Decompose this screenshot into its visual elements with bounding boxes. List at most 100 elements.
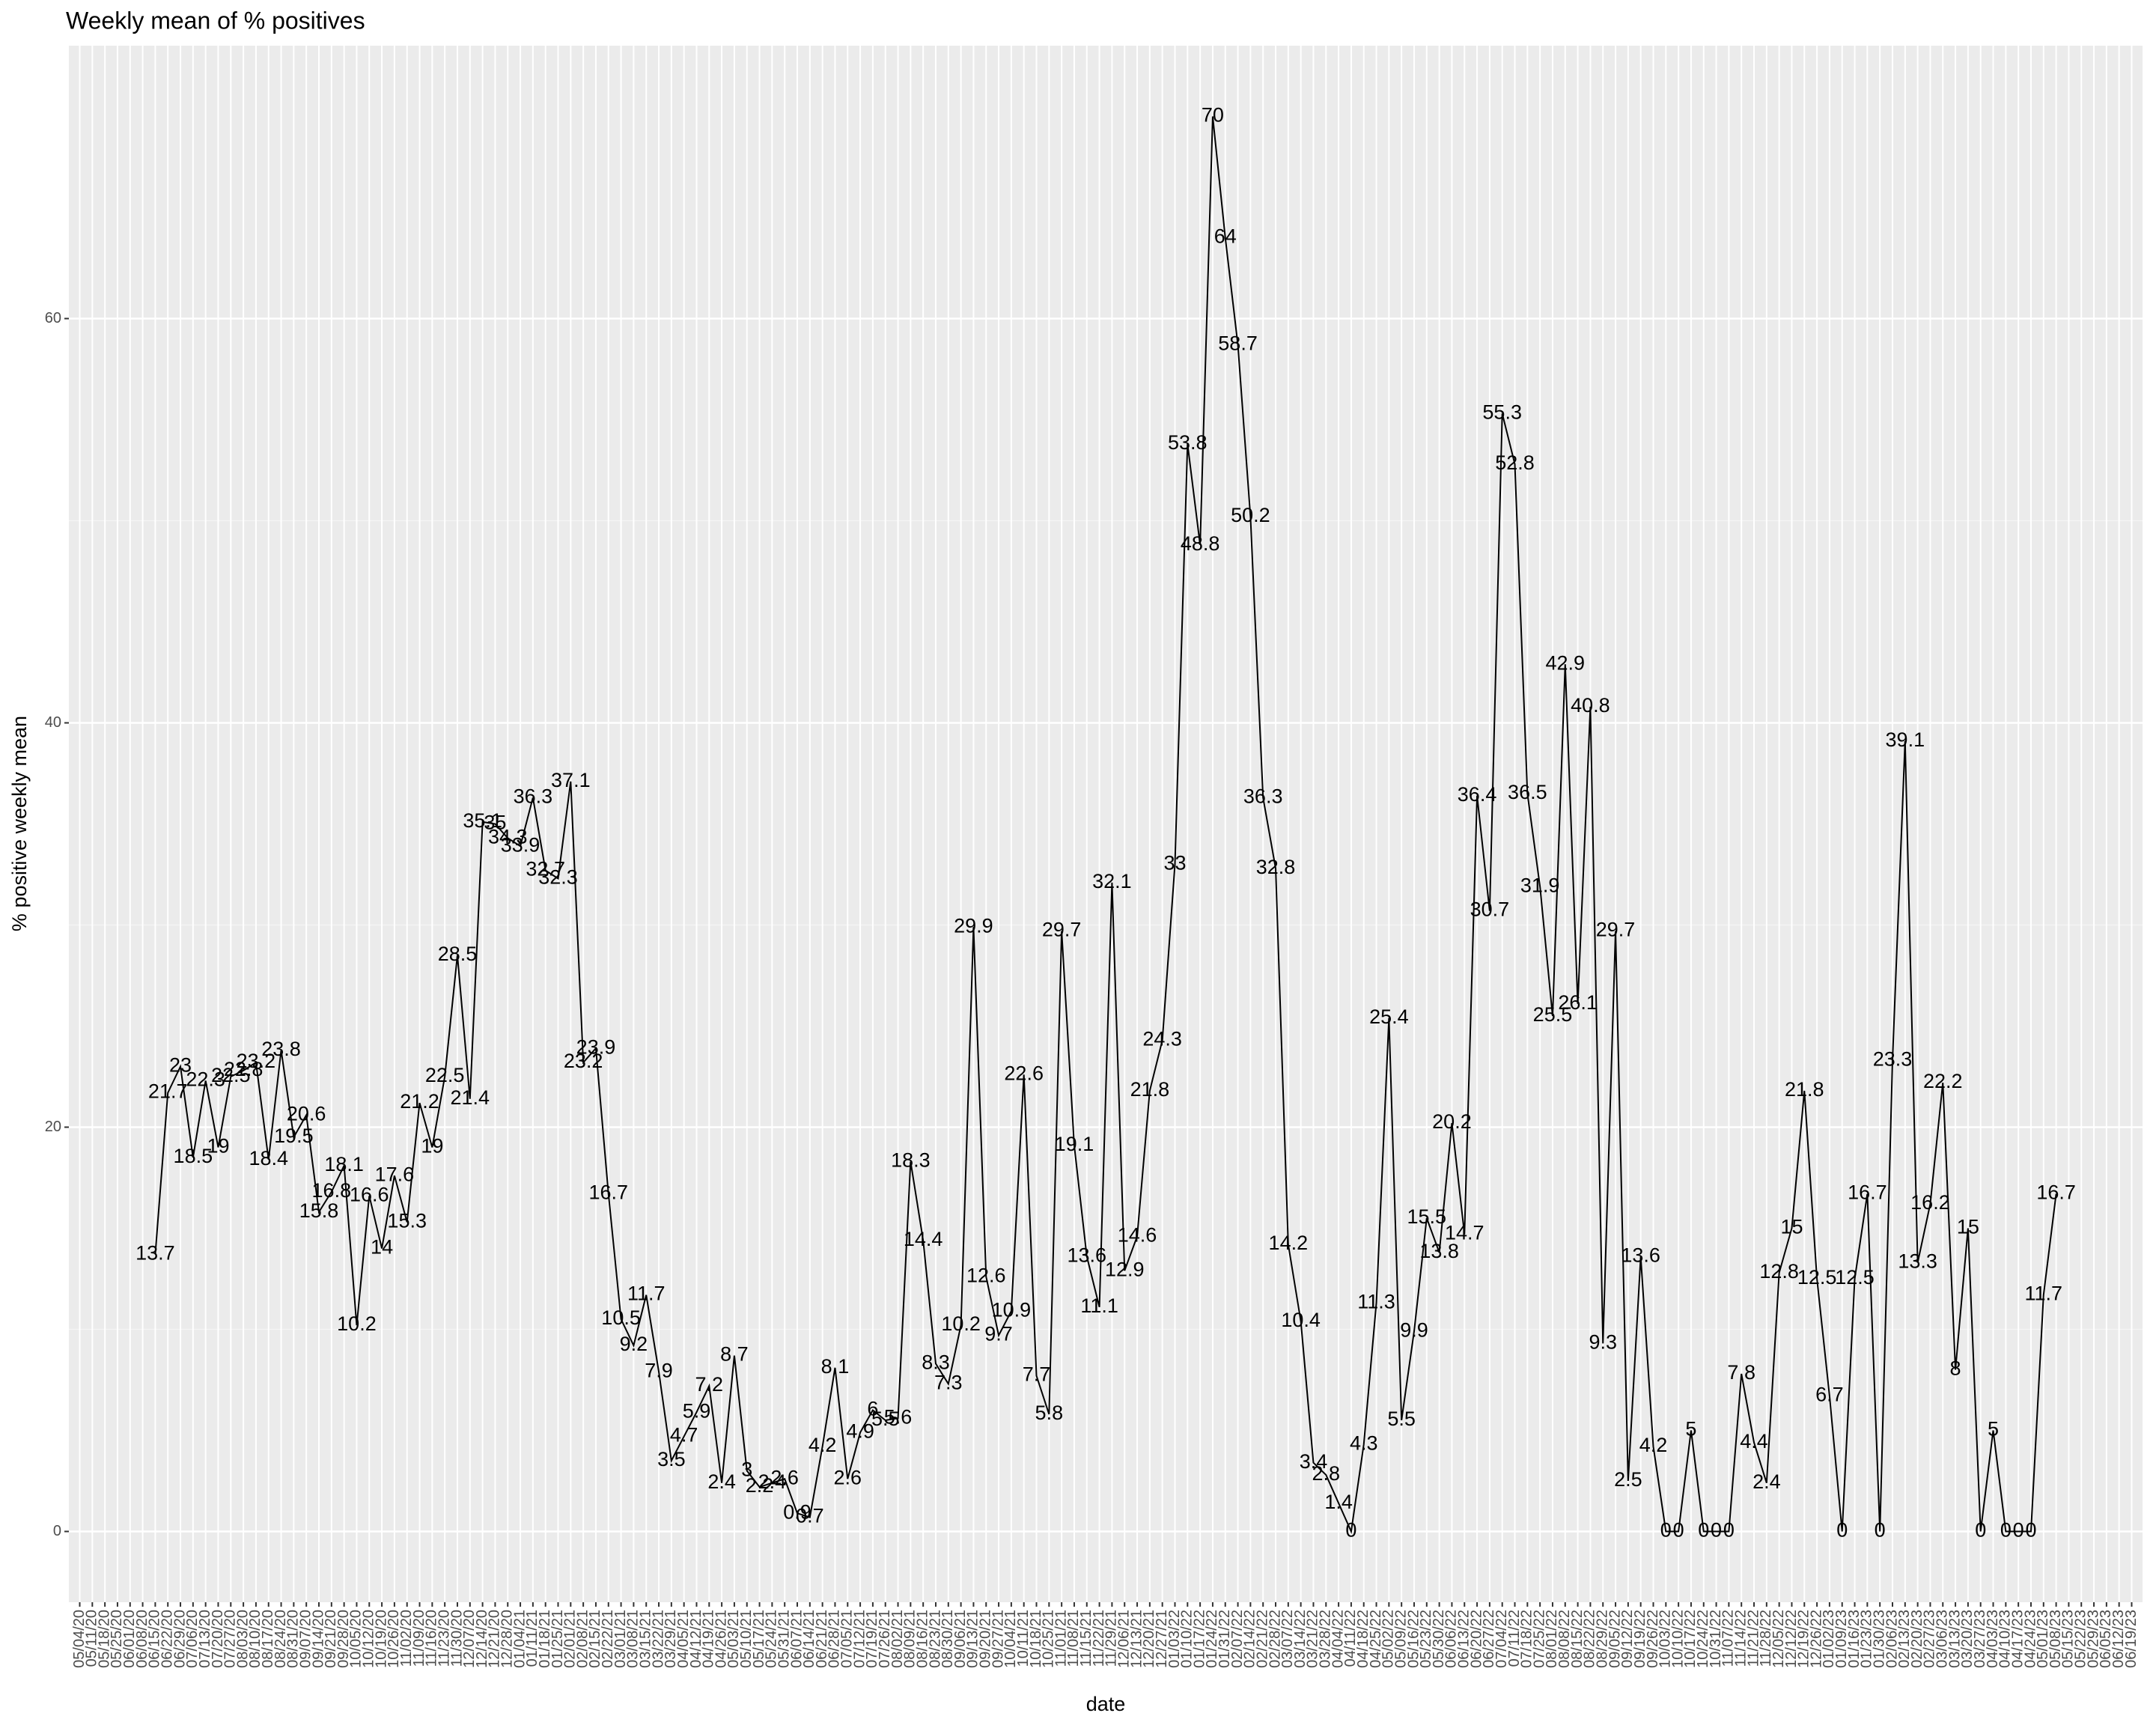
data-label: 4.7	[670, 1424, 698, 1446]
data-label: 5	[1685, 1418, 1696, 1440]
x-tick-label: 04/04/22	[1330, 1610, 1346, 1668]
data-label: 39.1	[1886, 728, 1925, 751]
data-label: 48.8	[1181, 532, 1220, 555]
x-tick-label: 02/20/23	[1909, 1610, 1925, 1668]
x-tick-label: 02/21/22	[1254, 1610, 1270, 1668]
data-label: 35.1	[463, 809, 502, 832]
data-label: 2.2	[746, 1474, 774, 1497]
x-tick-label: 05/30/22	[1431, 1610, 1447, 1668]
x-tick-label: 11/22/21	[1091, 1610, 1107, 1667]
data-label: 8	[1950, 1357, 1961, 1380]
x-tick-label: 03/07/22	[1279, 1610, 1296, 1668]
data-label: 17.6	[375, 1163, 415, 1185]
data-label: 9.7	[984, 1323, 1013, 1345]
data-label: 2.5	[1614, 1468, 1642, 1491]
data-label: 55.3	[1482, 401, 1522, 424]
data-label: 58.7	[1218, 332, 1258, 355]
x-tick-label: 04/26/21	[713, 1610, 729, 1668]
data-label: 14.6	[1118, 1223, 1157, 1246]
x-tick-label: 03/20/23	[1959, 1610, 1976, 1668]
data-label: 23.3	[1873, 1048, 1913, 1071]
data-label: 36.4	[1458, 783, 1497, 806]
x-tick-label: 03/28/22	[1318, 1610, 1334, 1668]
x-tick-label: 12/05/22	[1770, 1610, 1787, 1668]
x-tick-label: 07/18/22	[1519, 1610, 1535, 1668]
data-label: 2.6	[770, 1466, 799, 1488]
x-tick-label: 06/13/22	[1456, 1610, 1473, 1668]
x-tick-label: 12/27/21	[1154, 1610, 1170, 1668]
data-label: 16.7	[1848, 1181, 1887, 1204]
data-label: 21.8	[1785, 1078, 1824, 1101]
x-tick-label: 06/07/21	[788, 1610, 805, 1668]
data-label: 19.5	[274, 1125, 314, 1147]
data-label: 0.9	[783, 1500, 811, 1523]
data-label: 4.3	[1350, 1432, 1378, 1455]
data-label: 16.8	[312, 1179, 352, 1202]
x-tick-label: 05/09/22	[1392, 1610, 1409, 1668]
x-tick-label: 07/06/20	[184, 1610, 201, 1668]
data-label: 32.1	[1092, 870, 1132, 892]
x-tick-label: 05/22/23	[2073, 1610, 2089, 1668]
x-tick-label: 09/20/21	[978, 1610, 994, 1668]
data-label: 34.3	[488, 826, 528, 848]
x-tick-label: 06/20/22	[1468, 1610, 1484, 1668]
data-label: 19	[421, 1135, 443, 1157]
x-tick-label: 07/19/21	[864, 1610, 880, 1668]
x-tick-label: 10/25/21	[1041, 1610, 1057, 1668]
data-label: 3	[741, 1458, 752, 1481]
x-tick-label: 05/08/23	[2047, 1610, 2064, 1668]
x-tick-label: 06/19/23	[2123, 1610, 2140, 1668]
x-tick-label: 08/24/20	[272, 1610, 289, 1668]
x-tick-label: 05/25/20	[109, 1610, 125, 1668]
chart-title: Weekly mean of % positives	[66, 7, 365, 34]
data-label: 16.7	[588, 1181, 628, 1204]
x-tick-label: 12/06/21	[1116, 1610, 1133, 1668]
data-label: 3.5	[657, 1448, 686, 1470]
x-tick-label: 11/29/21	[1103, 1610, 1120, 1667]
x-tick-label: 04/19/21	[701, 1610, 717, 1668]
x-tick-label: 11/14/22	[1732, 1610, 1749, 1667]
data-label: 16.2	[1910, 1191, 1950, 1214]
data-label: 8.3	[922, 1351, 950, 1374]
x-tick-label: 10/03/22	[1657, 1610, 1674, 1668]
x-tick-label: 08/09/21	[902, 1610, 919, 1668]
x-tick-label: 02/14/22	[1242, 1610, 1258, 1668]
data-label: 0	[2025, 1519, 2036, 1542]
x-tick-label: 11/21/22	[1745, 1610, 1761, 1667]
data-label: 10.9	[992, 1298, 1032, 1321]
data-label: 33.9	[501, 833, 540, 856]
x-tick-label: 08/29/22	[1595, 1610, 1611, 1668]
y-tick-label: 60	[45, 310, 61, 326]
x-tick-label: 05/18/20	[96, 1610, 112, 1668]
data-label: 23.8	[261, 1038, 301, 1060]
data-label: 0	[1711, 1519, 1722, 1542]
data-label: 3.4	[1300, 1450, 1328, 1473]
y-tick-label: 40	[45, 714, 61, 731]
data-label: 10.4	[1281, 1309, 1321, 1331]
data-label: 18.4	[249, 1147, 288, 1169]
data-label: 0	[1660, 1519, 1672, 1542]
data-label: 11.1	[1080, 1294, 1118, 1317]
data-label: 14.2	[1269, 1232, 1309, 1254]
x-tick-label: 03/15/21	[637, 1610, 654, 1668]
data-label: 35	[484, 812, 506, 834]
data-label: 0	[1975, 1519, 1986, 1542]
data-line	[154, 116, 2057, 1535]
x-tick-label: 08/10/20	[247, 1610, 264, 1668]
data-label: 14	[371, 1236, 393, 1259]
x-tick-label: 01/31/22	[1216, 1610, 1233, 1668]
data-label: 23.9	[576, 1035, 616, 1058]
x-tick-label: 10/18/21	[1028, 1610, 1044, 1668]
data-label: 29.7	[1042, 919, 1082, 941]
x-tick-label: 11/02/20	[398, 1610, 415, 1667]
x-tick-label: 03/22/21	[650, 1610, 666, 1668]
data-label: 4.2	[808, 1434, 837, 1456]
data-label: 9.9	[1400, 1318, 1428, 1341]
data-label: 14.4	[904, 1228, 943, 1250]
x-tick-label: 01/30/23	[1871, 1610, 1887, 1668]
x-tick-label: 01/11/21	[524, 1610, 540, 1667]
data-label: 7.2	[695, 1373, 724, 1396]
data-label: 36.3	[514, 785, 553, 808]
data-label: 2.4	[1752, 1470, 1781, 1493]
x-tick-label: 07/25/22	[1531, 1610, 1547, 1668]
